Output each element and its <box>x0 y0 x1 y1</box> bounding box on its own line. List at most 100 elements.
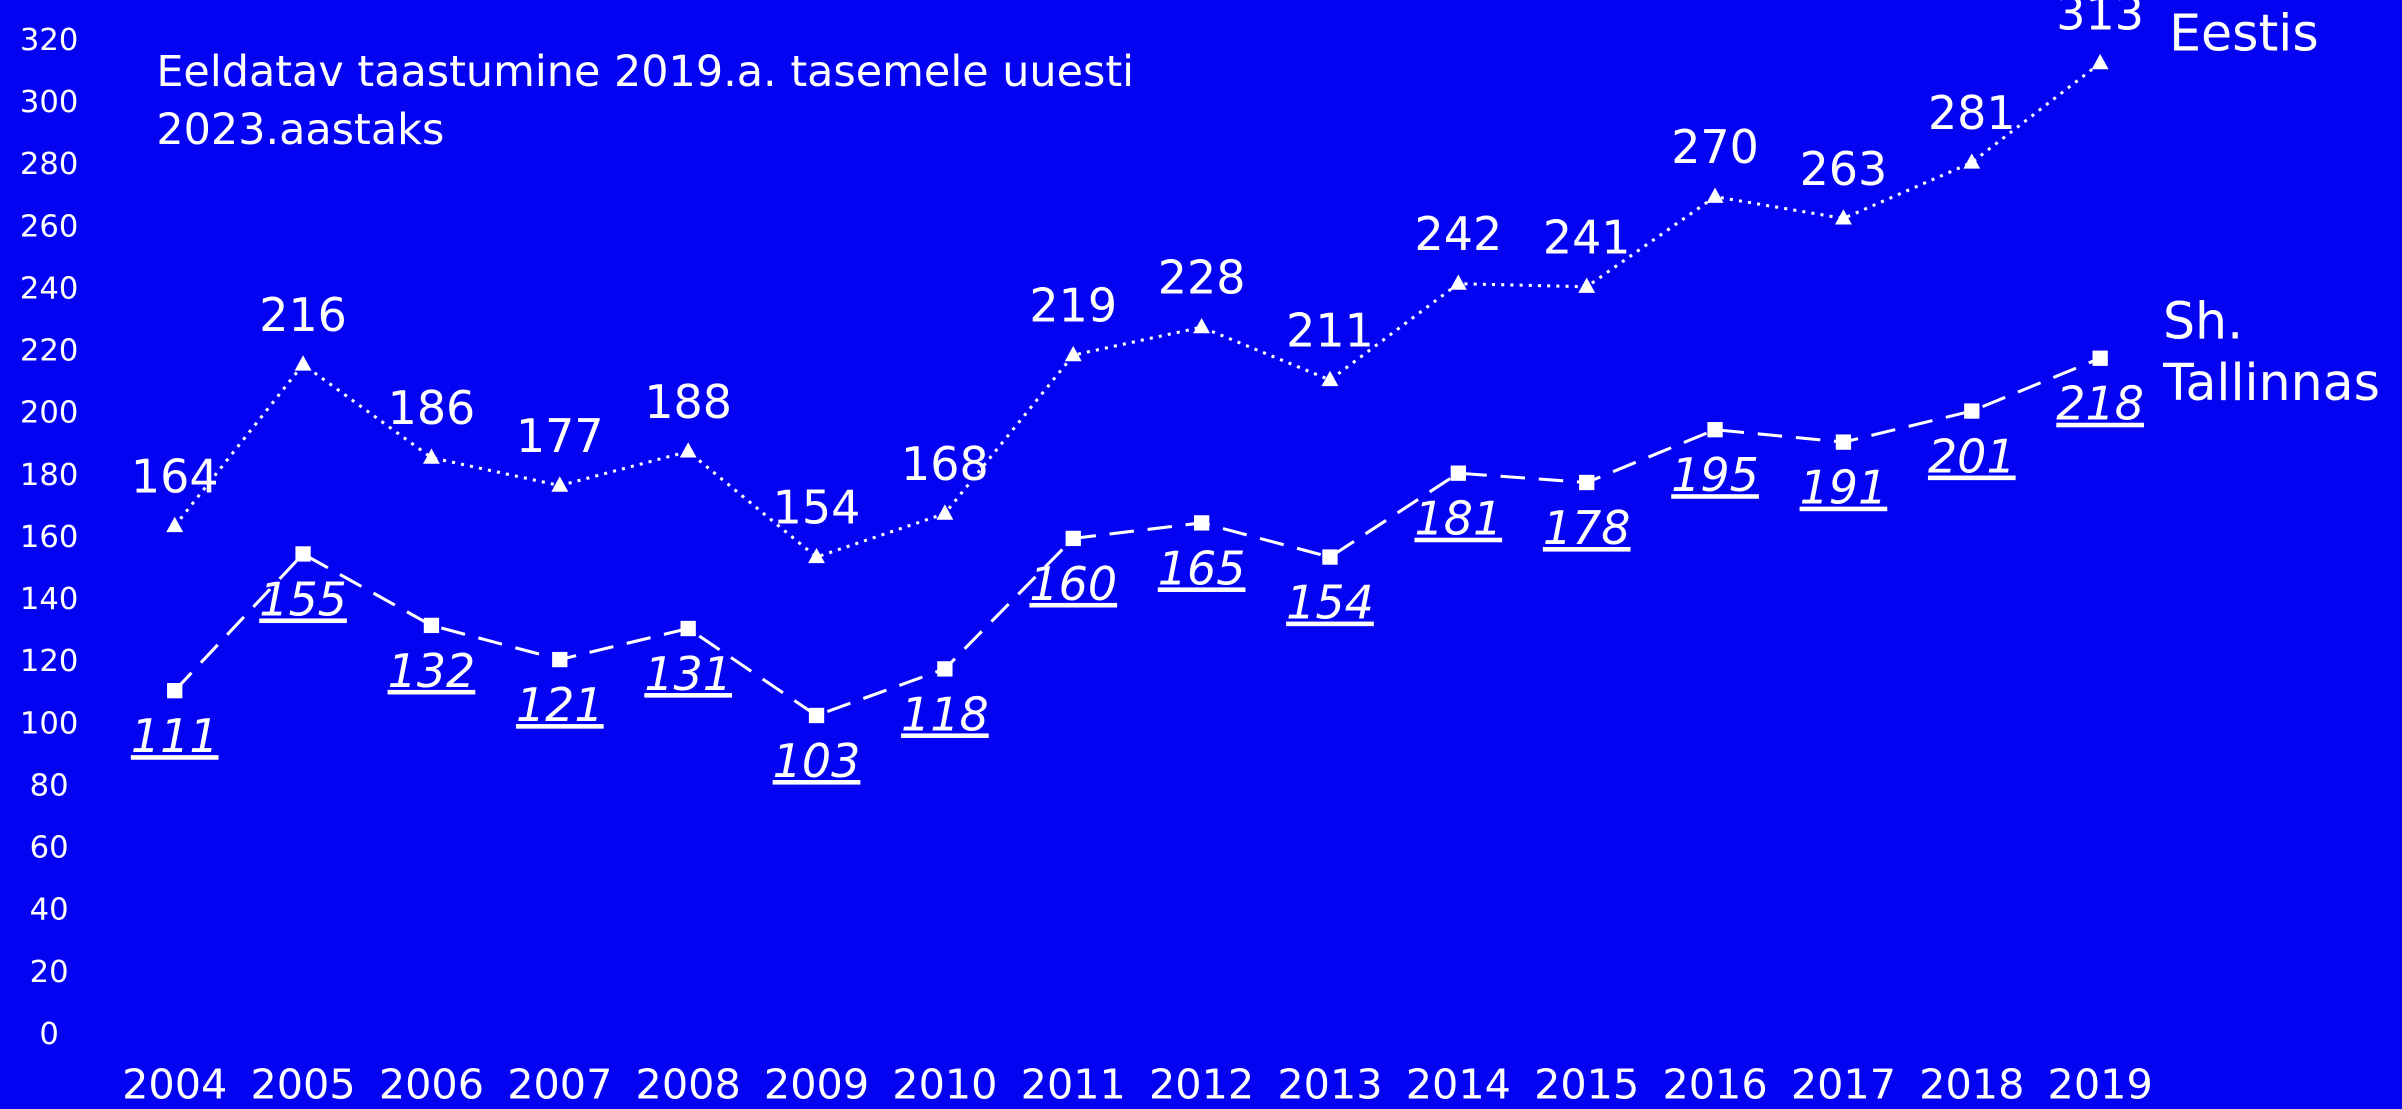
x-tick-label: 2013 <box>1277 1061 1382 1109</box>
marker <box>2092 350 2108 366</box>
marker <box>1707 422 1723 438</box>
marker <box>1963 153 1981 169</box>
x-tick-label: 2008 <box>636 1061 741 1109</box>
y-tick-label: 60 <box>30 831 69 866</box>
x-tick-label: 2014 <box>1406 1061 1511 1109</box>
y-tick-label: 260 <box>20 209 78 244</box>
marker <box>1065 530 1081 547</box>
y-tick-label: 220 <box>20 334 78 369</box>
marker <box>936 504 954 520</box>
data-label: 242 <box>1414 207 1502 261</box>
data-label: 168 <box>901 437 989 491</box>
y-tick-label: 160 <box>20 520 78 555</box>
data-label: 155 <box>259 572 347 626</box>
chart-title: Eeldatav taastumine 2019.a. tasemele uue… <box>156 45 1135 155</box>
data-label: 111 <box>131 709 219 763</box>
data-label: 118 <box>901 687 989 741</box>
data-label: 164 <box>131 450 219 504</box>
x-tick-label: 2012 <box>1149 1061 1254 1109</box>
title-box: Eeldatav taastumine 2019.a. tasemele uue… <box>156 45 1135 155</box>
data-label: 160 <box>1029 557 1117 611</box>
y-tick-label: 320 <box>20 23 78 58</box>
marker <box>680 620 696 637</box>
marker <box>1579 474 1595 491</box>
data-label: 188 <box>644 375 732 429</box>
data-label: 191 <box>1800 461 1888 515</box>
data-label: 132 <box>388 644 476 698</box>
marker <box>1193 317 1211 334</box>
marker <box>2091 53 2109 70</box>
data-label: 154 <box>773 481 861 535</box>
series-line <box>173 356 2101 718</box>
legend-label: Eestis <box>2169 3 2319 63</box>
data-label: 177 <box>516 409 604 463</box>
marker <box>1450 465 1466 481</box>
marker <box>1834 209 1852 225</box>
data-label: 211 <box>1286 304 1374 358</box>
data-label: 228 <box>1158 251 1246 305</box>
marker <box>423 617 440 634</box>
y-tick-label: 200 <box>20 396 78 431</box>
marker <box>937 661 953 677</box>
data-label: 121 <box>516 678 604 732</box>
marker <box>551 476 569 492</box>
data-label: 281 <box>1928 86 2016 140</box>
data-label: 216 <box>259 288 347 342</box>
marker <box>1064 345 1082 362</box>
marker <box>294 355 312 371</box>
marker <box>1578 277 1596 293</box>
marker <box>167 682 183 699</box>
y-tick-label: 180 <box>20 458 78 493</box>
data-label: 241 <box>1543 210 1631 264</box>
marker <box>1321 370 1339 387</box>
marker <box>1964 403 1980 419</box>
data-label: 195 <box>1671 448 1759 502</box>
legend-box: Eestis <box>2169 3 2319 63</box>
data-label: 103 <box>773 734 861 788</box>
data-label: 181 <box>1414 492 1502 546</box>
marker <box>679 442 697 458</box>
y-tick-label: 100 <box>20 706 78 741</box>
data-label: 154 <box>1286 576 1374 630</box>
y-tick-label: 300 <box>20 85 78 120</box>
marker <box>808 547 825 564</box>
data-label: 165 <box>1158 541 1246 595</box>
x-tick-label: 2011 <box>1021 1061 1126 1109</box>
marker <box>552 651 568 668</box>
x-tick-label: 2019 <box>2048 1061 2153 1109</box>
marker <box>1706 187 1724 203</box>
marker <box>808 707 825 724</box>
data-label: 270 <box>1671 120 1759 174</box>
data-label: 186 <box>388 381 476 435</box>
data-label: 313 <box>2056 0 2144 41</box>
x-tick-label: 2015 <box>1534 1061 1639 1109</box>
x-tick-label: 2017 <box>1791 1061 1896 1109</box>
marker <box>1322 549 1338 565</box>
marker <box>1835 434 1852 450</box>
data-label: 219 <box>1029 279 1117 333</box>
data-label: 131 <box>644 647 732 701</box>
y-tick-label: 280 <box>20 147 78 182</box>
marker <box>295 546 311 562</box>
legend-box: Sh. Tallinnas <box>2162 291 2380 413</box>
data-label: 263 <box>1800 142 1888 196</box>
data-label: 218 <box>2056 377 2144 431</box>
x-tick-label: 2004 <box>122 1061 227 1109</box>
x-tick-label: 2005 <box>250 1061 355 1109</box>
y-tick-label: 240 <box>20 271 78 306</box>
marker <box>1193 515 1210 531</box>
x-tick-label: 2007 <box>507 1061 612 1109</box>
legend-label: Sh. Tallinnas <box>2162 291 2380 413</box>
y-tick-label: 120 <box>20 644 78 679</box>
y-tick-label: 80 <box>30 768 69 803</box>
marker <box>423 448 440 464</box>
y-tick-label: 140 <box>20 582 78 617</box>
data-label: 201 <box>1928 430 2016 484</box>
y-tick-label: 20 <box>30 955 69 990</box>
marker <box>166 516 184 533</box>
x-tick-label: 2016 <box>1662 1061 1767 1109</box>
x-tick-label: 2010 <box>892 1061 997 1109</box>
